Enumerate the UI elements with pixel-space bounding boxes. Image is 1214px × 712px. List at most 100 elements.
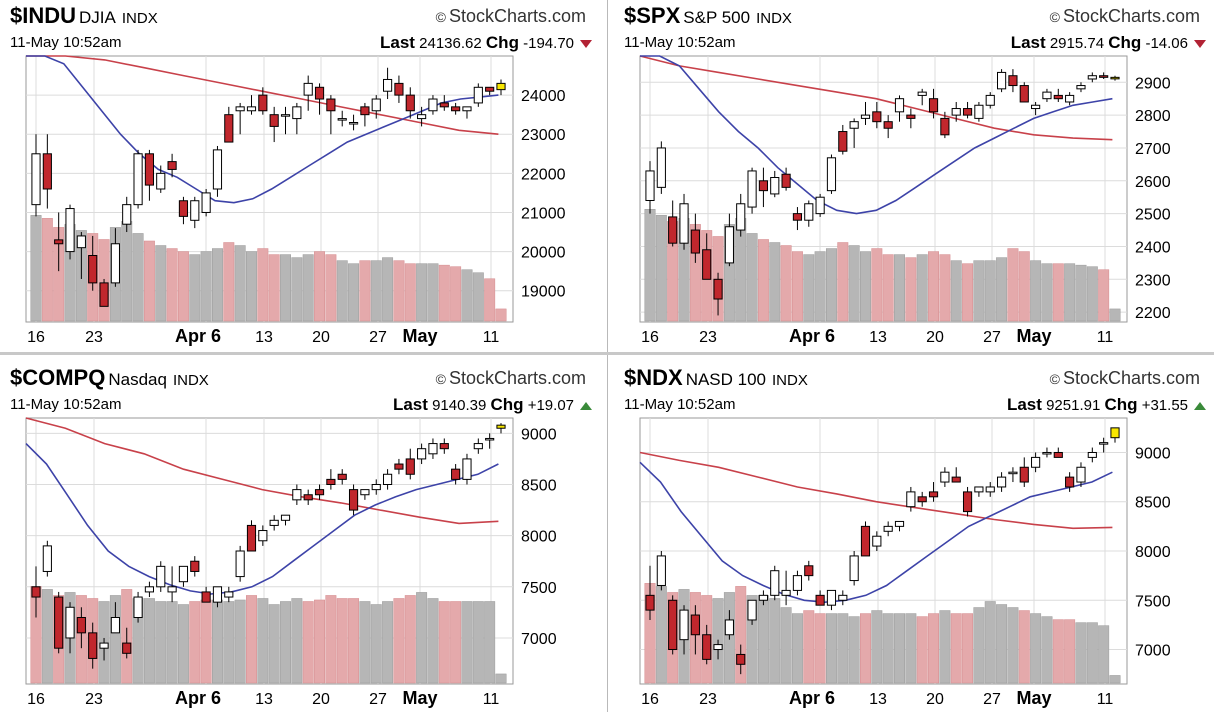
candle-body: [224, 591, 234, 598]
candle-body: [212, 149, 223, 190]
candle-body: [485, 86, 495, 92]
volume-bar: [871, 610, 883, 684]
candle-body: [849, 555, 859, 582]
candle-body: [645, 170, 655, 201]
candle-body: [246, 106, 257, 112]
volume-bar: [291, 257, 303, 322]
volume-bar: [871, 248, 883, 322]
exchange-label: INDX: [172, 372, 209, 389]
candle-body: [1076, 466, 1086, 483]
candle-body: [736, 203, 746, 231]
candle-body: [326, 478, 336, 485]
chg-label: Chg: [490, 395, 524, 414]
volume-bar: [1064, 263, 1076, 322]
volume-bar: [109, 595, 121, 684]
candle-body: [190, 200, 200, 221]
x-tick-label: Apr 6: [789, 688, 835, 708]
timestamp: 11-May 10:52am: [624, 396, 736, 413]
volume-bar: [41, 589, 53, 684]
y-tick-label: 8500: [1135, 495, 1171, 512]
volume-bar: [837, 613, 849, 684]
candle-body: [156, 565, 166, 588]
candle-body: [645, 594, 655, 611]
volume-bar: [234, 245, 246, 322]
horizontal-separator: [0, 352, 1214, 355]
volume-bar: [438, 601, 450, 684]
volume-bar: [461, 601, 473, 684]
candle-body: [224, 114, 234, 143]
y-tick-label: 2200: [1135, 305, 1171, 322]
volume-bar: [495, 673, 507, 684]
moving-average-fast-line: [26, 55, 499, 204]
y-tick-label: 7500: [1135, 593, 1171, 610]
chg-value: -14.06: [1145, 35, 1188, 52]
x-tick-label: 20: [926, 329, 944, 346]
volume-bar: [200, 251, 212, 322]
volume-bar: [791, 251, 803, 322]
chg-label: Chg: [1108, 33, 1142, 52]
candle-body: [337, 118, 347, 121]
y-tick-label: 7500: [521, 580, 557, 597]
volume-bar: [905, 257, 917, 322]
candle-body: [872, 535, 882, 547]
volume-bar: [143, 598, 155, 684]
candle-body: [815, 594, 825, 606]
candlestick-chart: 2200 2300 2400 2500 2600 2700 2800 2900 16 23 Apr …: [639, 55, 1171, 346]
candle-body: [280, 514, 291, 521]
y-tick-label: 19000: [521, 284, 566, 301]
timestamp: 11-May 10:52am: [624, 34, 736, 51]
candle-body: [792, 213, 803, 221]
candle-body: [838, 594, 848, 601]
candle-body: [758, 594, 768, 601]
volume-bar: [325, 595, 337, 684]
volume-bar: [359, 601, 371, 684]
volume-bar: [484, 278, 496, 322]
volume-bar: [1086, 266, 1098, 322]
x-tick-label: 13: [869, 691, 887, 708]
volume-bar: [1109, 675, 1121, 684]
x-tick-label: May: [1016, 688, 1051, 708]
x-tick-label: 11: [483, 329, 500, 346]
candle-body: [1065, 94, 1075, 103]
x-tick-label: 16: [27, 329, 45, 346]
volume-bar: [939, 610, 951, 684]
chart-panel-compq: $COMPQ Nasdaq INDX © StockCharts.com 11-May…: [8, 362, 602, 712]
y-tick-label: 9000: [1135, 445, 1171, 462]
chg-value: +31.55: [1141, 397, 1188, 414]
volume-bar: [1030, 613, 1042, 684]
volume-bar: [325, 254, 337, 322]
candle-body: [997, 71, 1007, 90]
candle-body: [178, 565, 189, 583]
candle-body: [656, 555, 666, 586]
x-tick-label: 13: [255, 691, 273, 708]
candle-body: [928, 491, 939, 498]
candlestick-chart: 7000 7500 8000 8500 9000 16 23 Apr 6 13 20 27 May 11: [639, 417, 1171, 708]
candle-body: [269, 114, 279, 127]
volume-bar: [1007, 607, 1019, 684]
volume-bar: [837, 242, 849, 322]
x-tick-label: 23: [85, 329, 103, 346]
candle-body: [167, 586, 177, 593]
candle-body: [713, 644, 723, 651]
candle-body: [702, 634, 712, 660]
x-tick-label: 23: [85, 691, 103, 708]
candle-body: [894, 98, 905, 113]
volume-bar: [950, 260, 962, 322]
candle-body: [42, 545, 52, 572]
source-credit: © StockCharts.com: [1050, 6, 1200, 27]
volume-bar: [939, 254, 951, 322]
candle-body: [65, 606, 75, 639]
candle-body: [462, 458, 472, 480]
volume-bar: [382, 601, 394, 684]
last-label: Last: [380, 33, 415, 52]
volume-bar: [404, 263, 416, 322]
volume-bar: [291, 598, 303, 684]
candle-body: [190, 560, 200, 572]
volume-bar: [1041, 616, 1053, 684]
candle-body: [405, 94, 415, 112]
candle-body: [1099, 75, 1109, 78]
volume-bar: [791, 613, 803, 684]
y-tick-label: 21000: [521, 205, 566, 222]
volume-bar: [427, 263, 439, 322]
x-tick-label: May: [402, 326, 437, 346]
